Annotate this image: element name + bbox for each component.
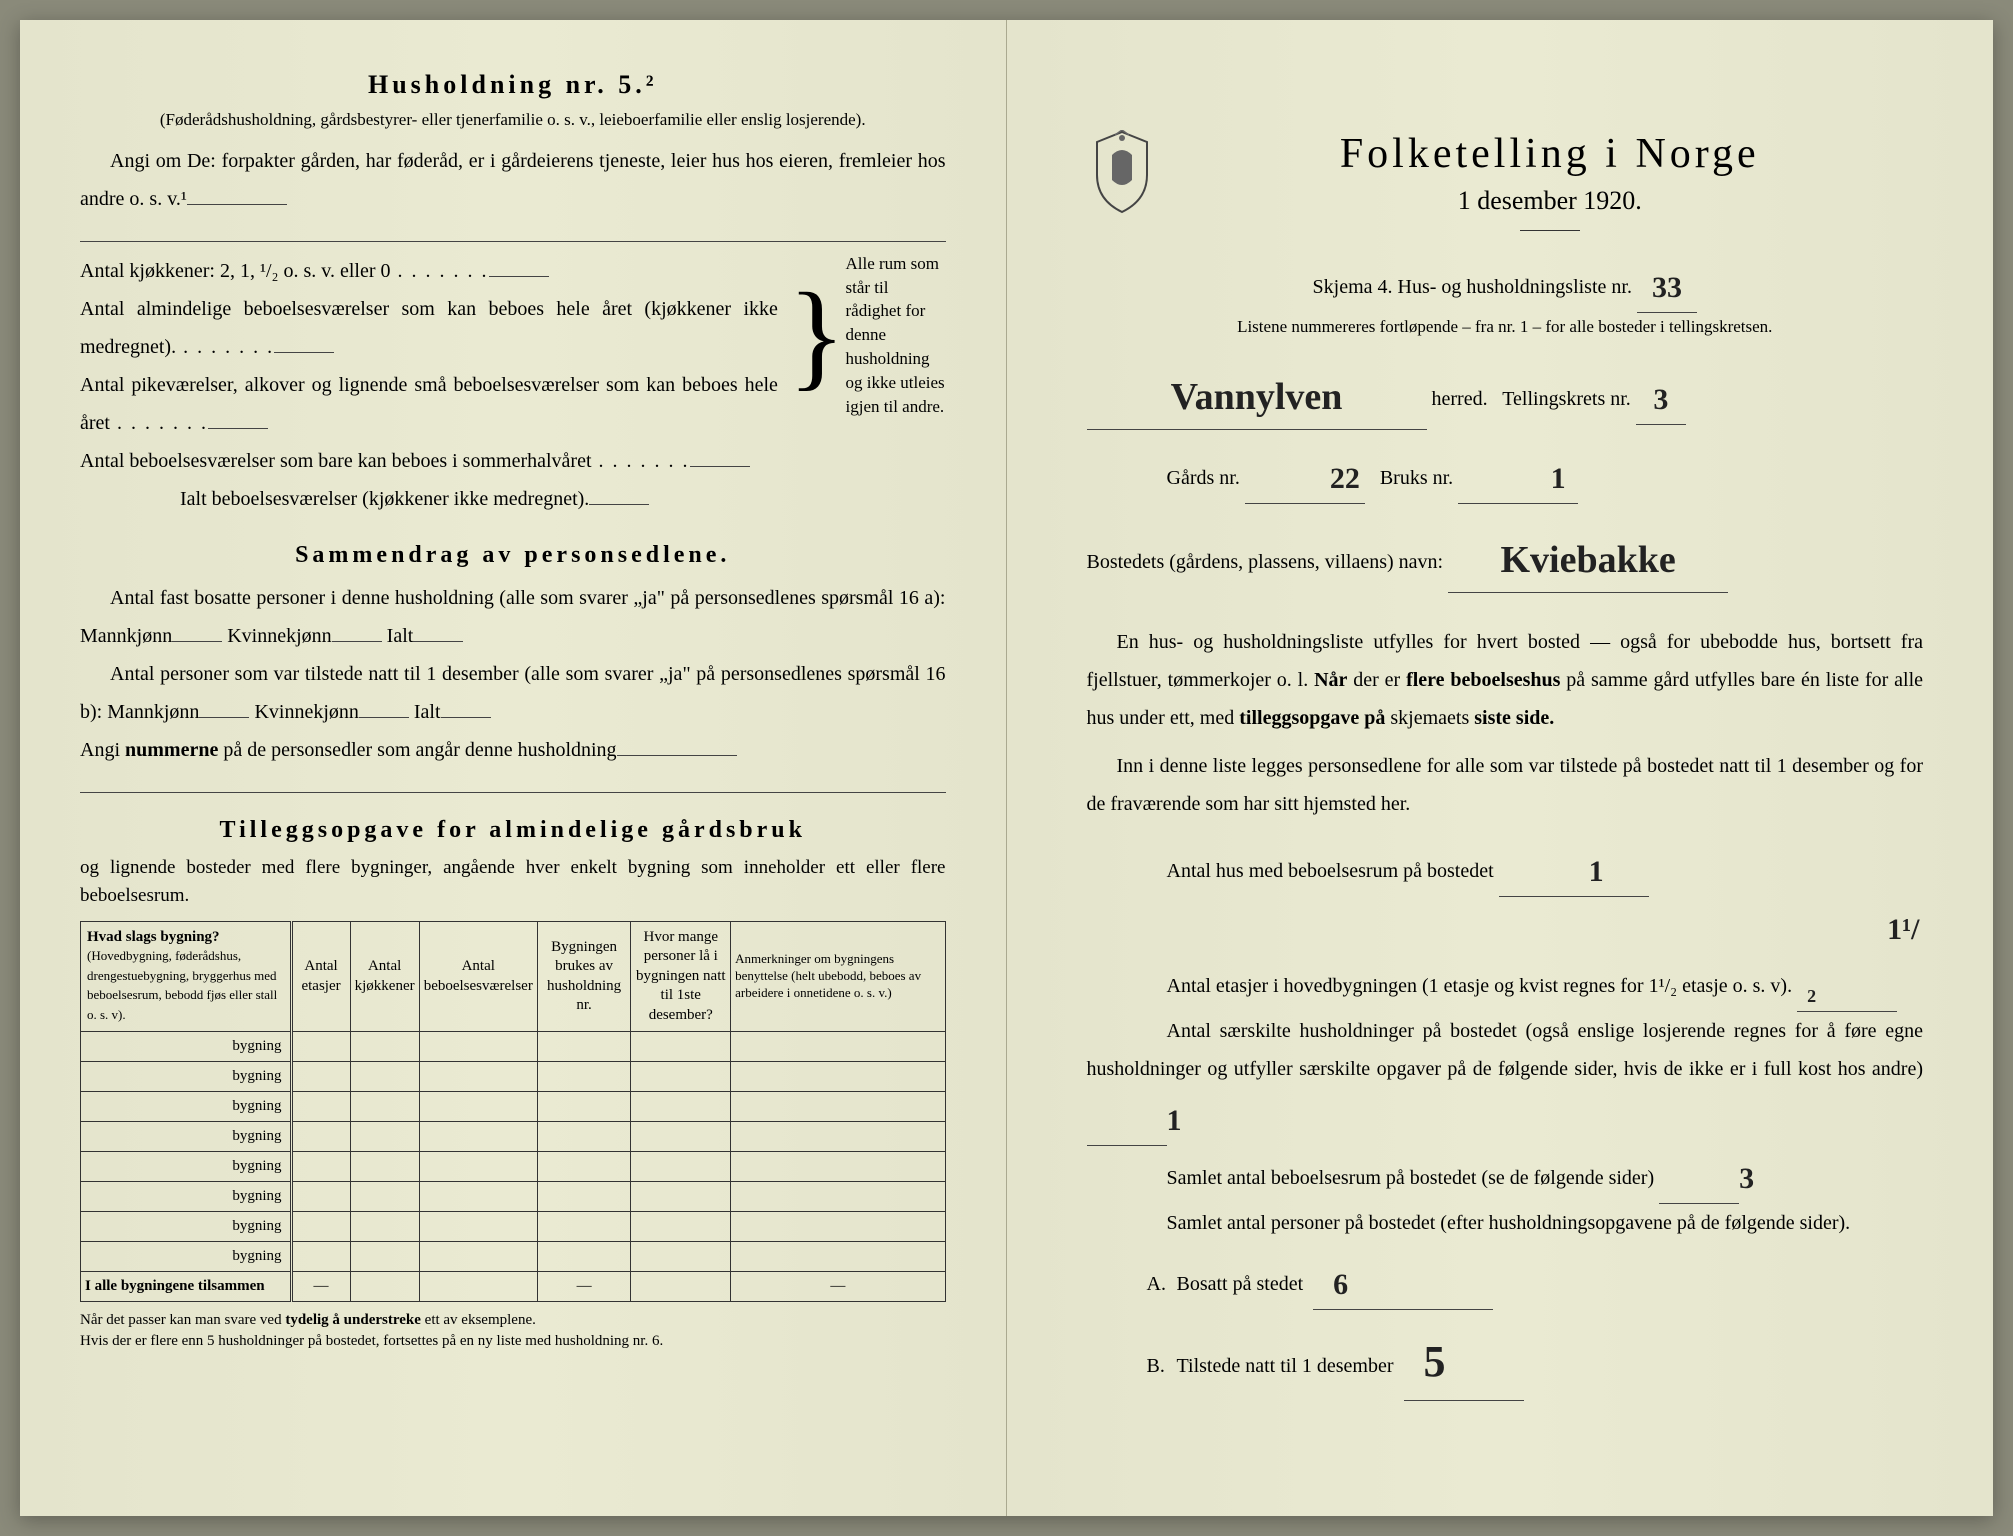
gards-line: Gårds nr. 22 Bruks nr. 1 xyxy=(1087,446,1924,504)
th-1: Antal etasjer xyxy=(291,921,350,1032)
footnote: Når det passer kan man svare ved tydelig… xyxy=(80,1310,946,1352)
table-body: bygning bygning bygning bygning bygning … xyxy=(81,1032,946,1302)
q5-line: Samlet antal personer på bostedet (efter… xyxy=(1087,1204,1924,1242)
census-date: 1 desember 1920. xyxy=(1177,186,1924,216)
summary-title: Sammendrag av personsedlene. xyxy=(80,542,946,569)
herred-line: Vannylven herred. Tellingskrets nr. 3 xyxy=(1087,357,1924,430)
blank-line-2 xyxy=(80,769,946,793)
title-rule xyxy=(1520,230,1580,231)
table-row: bygning xyxy=(81,1182,946,1212)
right-page: Folketelling i Norge 1 desember 1920. Sk… xyxy=(1007,20,1994,1516)
qA-value: 6 xyxy=(1333,1268,1348,1301)
blank-line xyxy=(80,218,946,242)
skjema-nr-value: 33 xyxy=(1652,271,1682,304)
skjema-line: Skjema 4. Hus- og husholdningsliste nr. … xyxy=(1087,255,1924,313)
q2-line: Antal etasjer i hovedbygningen (1 etasje… xyxy=(1087,897,1924,1012)
th-6: Anmerkninger om bygningens benyttelse (h… xyxy=(731,921,945,1032)
th-3: Antal beboelsesværelser xyxy=(419,921,537,1032)
table-header-row: Hvad slags bygning?(Hovedbygning, føderå… xyxy=(81,921,946,1032)
table-row: bygning xyxy=(81,1152,946,1182)
room-line-4: Ialt beboelsesværelser (kjøkkener ikke m… xyxy=(80,480,778,518)
room-section: Antal kjøkkener: 2, 1, ¹/₂ o. s. v. elle… xyxy=(80,252,946,518)
intro-note: (Føderådshusholdning, gårdsbestyrer- ell… xyxy=(80,108,946,132)
listene-line: Listene nummereres fortløpende – fra nr.… xyxy=(1087,317,1924,337)
table-row: bygning xyxy=(81,1212,946,1242)
coat-of-arms-icon xyxy=(1087,130,1157,215)
th-2: Antal kjøkkener xyxy=(350,921,419,1032)
summary-line-2: Antal personer som var tilstede natt til… xyxy=(80,655,946,731)
ab-list: A. Bosatt på stedet 6 B. Tilstede natt t… xyxy=(1147,1252,1924,1401)
farm-table: Hvad slags bygning?(Hovedbygning, føderå… xyxy=(80,921,946,1303)
table-row: bygning xyxy=(81,1242,946,1272)
angi-line: Angi om De: forpakter gården, har føderå… xyxy=(80,142,946,218)
bruks-nr-value: 1 xyxy=(1551,462,1566,495)
para1: En hus- og husholdningsliste utfylles fo… xyxy=(1087,623,1924,737)
q4-value: 3 xyxy=(1739,1162,1754,1195)
gards-nr-value: 22 xyxy=(1330,462,1360,495)
brace-glyph: } xyxy=(788,281,846,389)
tillegg-title: Tilleggsopgave for almindelige gårdsbruk xyxy=(80,817,946,844)
bracket-col: } Alle rum som står til rådighet for den… xyxy=(788,252,946,419)
q4-line: Samlet antal beboelsesrum på bostedet (s… xyxy=(1087,1146,1924,1204)
bosted-line: Bostedets (gårdens, plassens, villaens) … xyxy=(1087,520,1924,593)
qB-value: 5 xyxy=(1424,1337,1446,1386)
q1-line: Antal hus med beboelsesrum på bostedet 1 xyxy=(1087,839,1924,897)
room-line-0: Antal kjøkkener: 2, 1, ¹/₂ o. s. v. elle… xyxy=(80,252,778,290)
table-total-row: I alle bygningene tilsammen ——— xyxy=(81,1272,946,1302)
summary-line-3: Angi nummerne på de personsedler som ang… xyxy=(80,731,946,769)
table-row: bygning xyxy=(81,1032,946,1062)
q3-line: Antal særskilte husholdninger på bostede… xyxy=(1087,1012,1924,1146)
room-line-1: Antal almindelige beboelsesværelser som … xyxy=(80,290,778,366)
room-line-2: Antal pikeværelser, alkover og lignende … xyxy=(80,366,778,442)
tillegg-intro: og lignende bosteder med flere bygninger… xyxy=(80,854,946,911)
room-lines-col: Antal kjøkkener: 2, 1, ¹/₂ o. s. v. elle… xyxy=(80,252,778,518)
document-spread: Husholdning nr. 5.² (Føderådshusholdning… xyxy=(20,20,1993,1516)
th-4: Bygningen brukes av husholdning nr. xyxy=(537,921,631,1032)
table-row: bygning xyxy=(81,1092,946,1122)
th-0: Hvad slags bygning?(Hovedbygning, føderå… xyxy=(81,921,292,1032)
para2: Inn i denne liste legges personsedlene f… xyxy=(1087,747,1924,823)
census-title: Folketelling i Norge xyxy=(1177,130,1924,178)
room-line-3: Antal beboelsesværelser som bare kan beb… xyxy=(80,442,778,480)
summary-line-1: Antal fast bosatte personer i denne hush… xyxy=(80,579,946,655)
household-title: Husholdning nr. 5.² xyxy=(80,70,946,100)
q3-value: 1 xyxy=(1167,1104,1182,1137)
q2-value: 1¹/₂ xyxy=(1807,913,1919,1003)
bosted-value: Kviebakke xyxy=(1500,539,1675,581)
herred-value: Vannylven xyxy=(1171,376,1343,418)
krets-nr-value: 3 xyxy=(1653,383,1668,416)
bracket-text: Alle rum som står til rådighet for denne… xyxy=(846,252,946,419)
table-row: bygning xyxy=(81,1122,946,1152)
row-b: B. Tilstede natt til 1 desember 5 xyxy=(1147,1316,1924,1401)
table-row: bygning xyxy=(81,1062,946,1092)
th-5: Hvor mange personer lå i bygningen natt … xyxy=(631,921,731,1032)
row-a: A. Bosatt på stedet 6 xyxy=(1147,1252,1924,1310)
title-block: Folketelling i Norge 1 desember 1920. xyxy=(1087,130,1924,245)
left-page: Husholdning nr. 5.² (Føderådshusholdning… xyxy=(20,20,1007,1516)
q1-value: 1 xyxy=(1589,855,1604,888)
